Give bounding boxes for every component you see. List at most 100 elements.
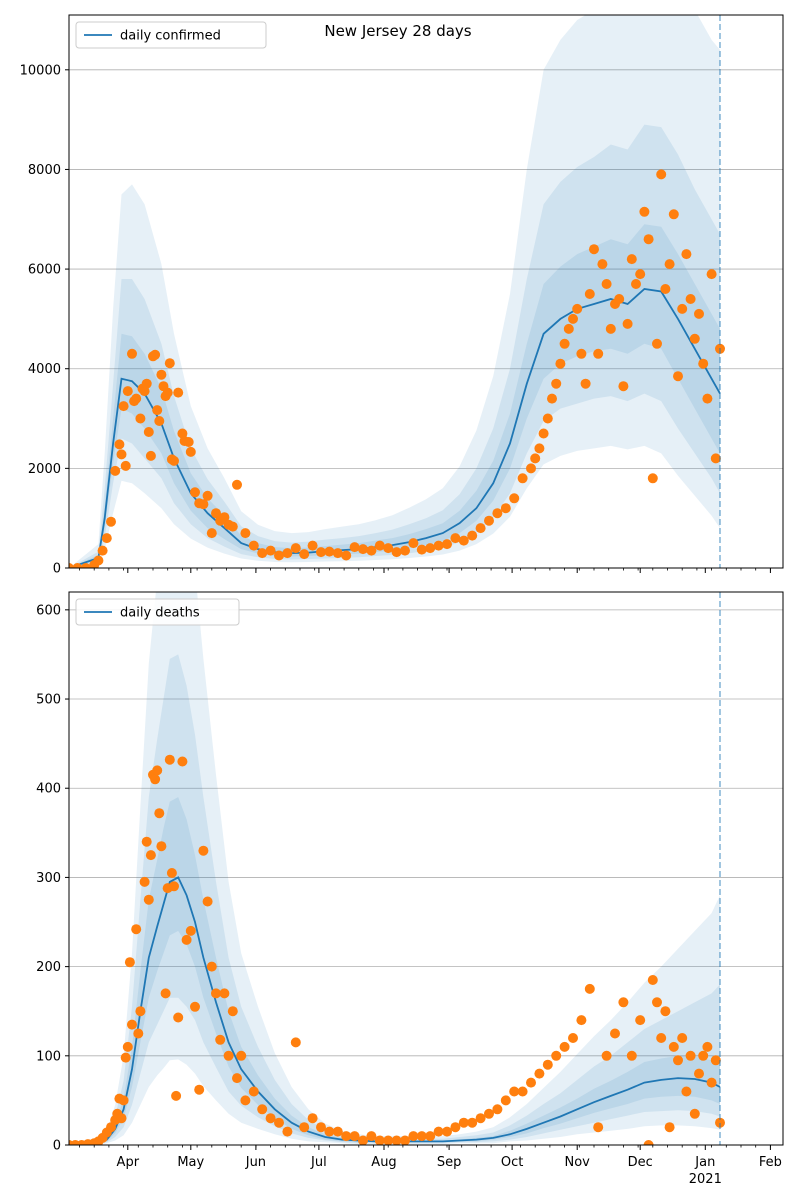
data-point xyxy=(101,533,112,544)
x-tick-label: Oct xyxy=(501,1155,523,1170)
data-point xyxy=(492,508,503,519)
data-point xyxy=(299,1122,310,1133)
data-point xyxy=(173,387,184,398)
data-point xyxy=(72,563,83,568)
data-point xyxy=(122,1041,133,1052)
data-point xyxy=(190,1001,200,1012)
data-point xyxy=(391,547,402,558)
data-point xyxy=(240,528,251,539)
data-point xyxy=(202,490,213,501)
data-point xyxy=(458,535,469,546)
data-point xyxy=(324,1126,335,1137)
data-point xyxy=(374,540,385,551)
data-point xyxy=(647,473,658,484)
data-point xyxy=(206,961,217,972)
data-point xyxy=(626,254,637,265)
data-point xyxy=(114,439,125,450)
data-point xyxy=(190,487,200,498)
data-point xyxy=(664,1122,675,1133)
data-point xyxy=(236,1050,247,1061)
y-tick-label: 500 xyxy=(36,693,61,708)
data-point xyxy=(639,206,650,217)
x-tick-label: Dec xyxy=(628,1155,653,1170)
data-point xyxy=(416,544,427,555)
data-point xyxy=(517,1086,528,1097)
x-tick-year-label: 2021 xyxy=(689,1172,722,1187)
data-point xyxy=(580,378,591,389)
data-point xyxy=(526,463,536,474)
data-point xyxy=(710,1055,721,1066)
data-point xyxy=(698,1050,709,1061)
x-tick-label: Apr xyxy=(117,1155,140,1170)
data-point xyxy=(400,545,410,556)
data-point xyxy=(120,460,131,471)
data-point xyxy=(232,479,242,490)
data-point xyxy=(93,555,104,566)
data-point xyxy=(124,957,135,968)
data-point xyxy=(332,548,343,559)
data-point xyxy=(534,1068,545,1079)
data-point xyxy=(219,512,230,523)
plot-area xyxy=(69,592,783,1145)
data-point xyxy=(706,1077,717,1088)
chart-title: New Jersey 28 days xyxy=(324,22,471,40)
data-point xyxy=(169,881,179,892)
data-point xyxy=(559,1041,570,1052)
data-point xyxy=(433,1126,444,1137)
data-point xyxy=(316,547,326,558)
data-point xyxy=(685,1050,696,1061)
data-point xyxy=(185,925,196,936)
data-point xyxy=(442,1126,452,1137)
data-point xyxy=(307,540,318,551)
confidence-band xyxy=(69,15,720,568)
data-point xyxy=(156,841,167,852)
data-point xyxy=(160,988,171,999)
data-point xyxy=(282,548,293,559)
data-point xyxy=(290,1037,301,1048)
data-point xyxy=(341,1131,352,1142)
data-point xyxy=(177,428,188,439)
data-point xyxy=(542,413,553,424)
data-point xyxy=(500,1095,511,1106)
data-point xyxy=(152,405,163,416)
data-point xyxy=(299,549,310,560)
data-point xyxy=(618,997,629,1008)
data-point xyxy=(110,465,121,476)
data-point xyxy=(206,528,217,539)
data-point xyxy=(290,543,301,554)
data-point xyxy=(458,1117,469,1128)
data-point xyxy=(198,845,209,856)
confidence-band xyxy=(69,124,720,568)
data-point xyxy=(106,516,116,527)
data-point xyxy=(643,1140,654,1145)
data-point xyxy=(223,1050,234,1061)
data-point xyxy=(211,988,221,999)
data-point xyxy=(366,545,377,556)
x-tick-label: Jun xyxy=(245,1155,266,1170)
legend-label: daily deaths xyxy=(120,606,200,621)
data-point xyxy=(509,1086,520,1097)
x-tick-label: Sep xyxy=(437,1155,462,1170)
data-point xyxy=(652,338,662,349)
data-point xyxy=(601,1050,612,1061)
data-point xyxy=(547,393,557,404)
data-point xyxy=(710,453,721,464)
data-point xyxy=(442,539,452,550)
data-point xyxy=(685,294,696,304)
data-point xyxy=(652,997,662,1008)
data-point xyxy=(450,533,461,544)
data-point xyxy=(635,1015,646,1026)
data-point xyxy=(135,413,146,424)
data-point xyxy=(202,896,213,907)
data-point xyxy=(698,358,709,369)
x-tick-label: Nov xyxy=(565,1155,591,1170)
data-point xyxy=(198,499,209,510)
data-point xyxy=(141,378,152,389)
data-point xyxy=(618,381,629,392)
data-point xyxy=(610,1028,620,1039)
data-point xyxy=(702,1041,713,1052)
data-point xyxy=(534,443,545,454)
data-point xyxy=(614,294,625,304)
data-point xyxy=(257,1104,268,1115)
